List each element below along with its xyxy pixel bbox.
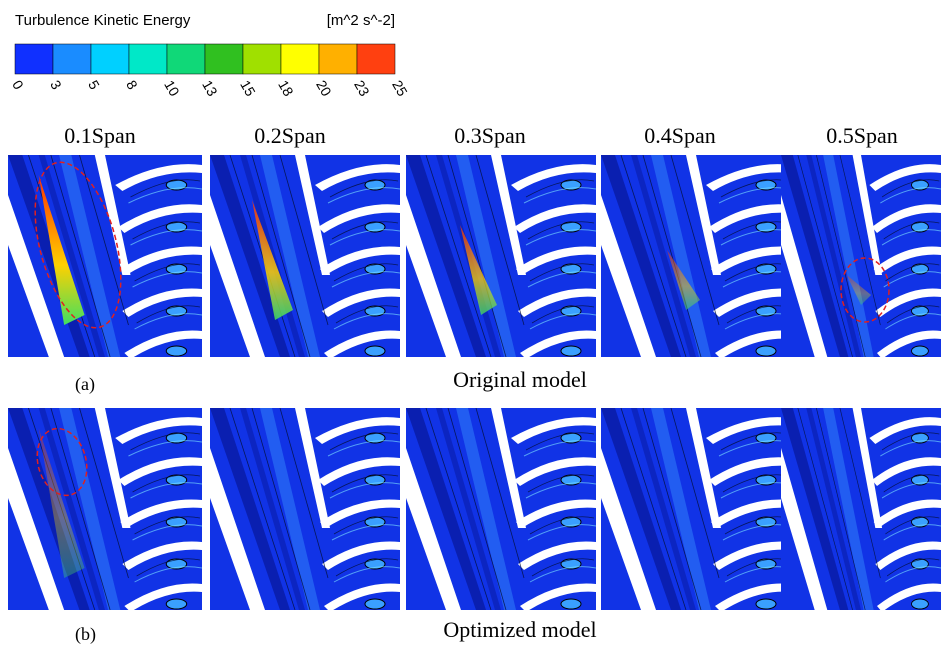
- colorbar-unit: [m^2 s^-2]: [327, 12, 395, 29]
- contour-panel: [210, 155, 400, 359]
- colorbar-tick-label: 20: [313, 77, 335, 99]
- contour-panel: [601, 408, 791, 612]
- colorbar-tick-label: 13: [199, 77, 221, 99]
- contour-panel: [406, 408, 596, 612]
- contour-panel: [8, 155, 202, 359]
- span-label: 0.1Span: [64, 123, 136, 148]
- colorbar-tick-label: 0: [9, 77, 27, 92]
- colorbar-tick-label: 25: [389, 77, 411, 99]
- row-label: Optimized model: [443, 617, 596, 642]
- figure: Turbulence Kinetic Energy [m^2 s^-2] 0 3 5…: [0, 0, 942, 651]
- span-label: 0.2Span: [254, 123, 326, 148]
- span-label: 0.3Span: [454, 123, 526, 148]
- colorbar-tick-label: 8: [123, 77, 141, 92]
- colorbar: [15, 44, 395, 74]
- colorbar-tick-label: 10: [161, 77, 183, 99]
- row-tag: (b): [75, 624, 96, 645]
- row-tag: (a): [75, 374, 95, 395]
- contour-panel: [781, 408, 941, 612]
- row-label: Original model: [453, 367, 587, 392]
- colorbar-tick-label: 18: [275, 77, 297, 99]
- contour-panel: [8, 408, 202, 612]
- span-label: 0.4Span: [644, 123, 716, 148]
- colorbar-tick-label: 5: [85, 77, 103, 92]
- colorbar-title: Turbulence Kinetic Energy: [15, 12, 191, 29]
- contour-panel: [601, 155, 791, 359]
- colorbar-tick-label: 23: [351, 77, 373, 99]
- span-label: 0.5Span: [826, 123, 898, 148]
- contour-panel: [210, 408, 400, 612]
- contour-panel: [406, 155, 596, 359]
- contour-panel: [781, 155, 941, 359]
- colorbar-tick-label: 3: [47, 77, 65, 92]
- colorbar-tick-label: 15: [237, 77, 259, 99]
